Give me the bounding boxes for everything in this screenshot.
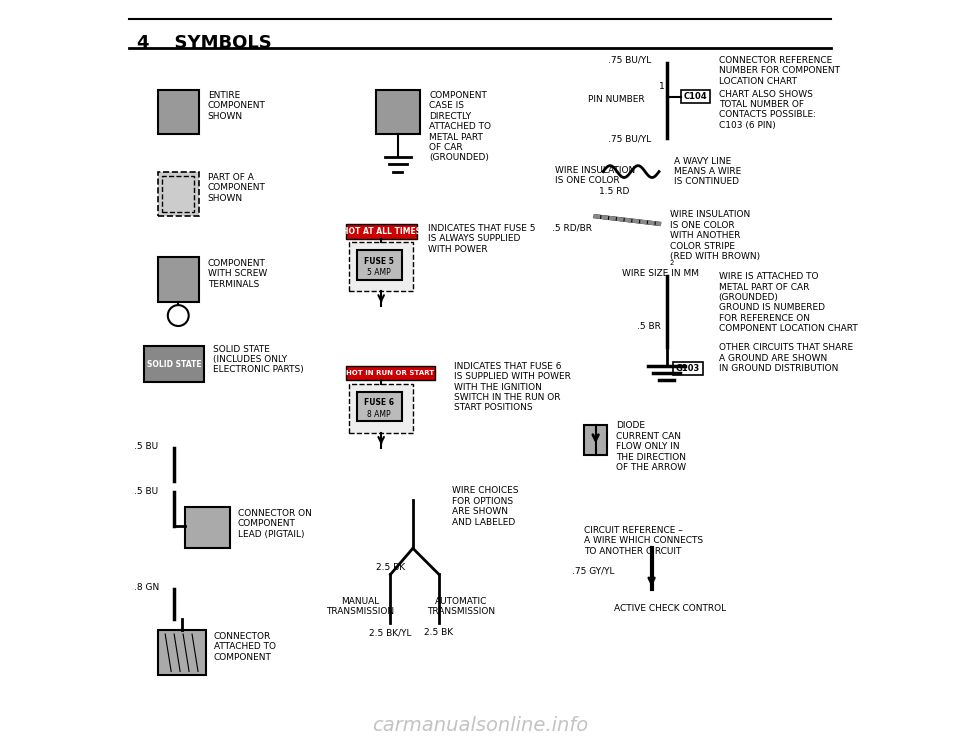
Text: MANUAL
TRANSMISSION: MANUAL TRANSMISSION <box>326 597 395 616</box>
Bar <box>157 257 199 302</box>
Text: A WAVY LINE
MEANS A WIRE
IS CONTINUED: A WAVY LINE MEANS A WIRE IS CONTINUED <box>674 157 741 186</box>
Text: PART OF A
COMPONENT
SHOWN: PART OF A COMPONENT SHOWN <box>207 173 266 203</box>
Text: carmanualsonline.info: carmanualsonline.info <box>372 715 588 735</box>
Bar <box>585 425 607 455</box>
Bar <box>185 507 230 548</box>
Text: 1: 1 <box>660 82 665 91</box>
Text: 8 AMP: 8 AMP <box>368 410 391 419</box>
Bar <box>357 250 401 280</box>
Text: ENTIRE
COMPONENT
SHOWN: ENTIRE COMPONENT SHOWN <box>207 91 266 121</box>
Bar <box>375 90 420 134</box>
Text: C104: C104 <box>684 92 708 101</box>
Text: WIRE INSULATION
IS ONE COLOR
WITH ANOTHER
COLOR STRIPE
(RED WITH BROWN): WIRE INSULATION IS ONE COLOR WITH ANOTHE… <box>670 210 760 261</box>
Text: 4    SYMBOLS: 4 SYMBOLS <box>137 34 272 51</box>
Bar <box>162 176 194 212</box>
Text: COMPONENT
CASE IS
DIRECTLY
ATTACHED TO
METAL PART
OF CAR
(GROUNDED): COMPONENT CASE IS DIRECTLY ATTACHED TO M… <box>429 91 492 163</box>
Text: 2.5 BK: 2.5 BK <box>376 563 405 572</box>
Text: 1.5 RD: 1.5 RD <box>599 186 630 195</box>
Text: FUSE 5: FUSE 5 <box>365 257 395 266</box>
Text: .75 BU/YL: .75 BU/YL <box>608 56 651 65</box>
Text: HOT IN RUN OR START: HOT IN RUN OR START <box>347 370 435 376</box>
Text: .5 BU: .5 BU <box>133 442 158 451</box>
Text: ACTIVE CHECK CONTROL: ACTIVE CHECK CONTROL <box>614 604 727 613</box>
Bar <box>682 90 709 103</box>
Text: SOLID STATE: SOLID STATE <box>147 360 202 369</box>
Text: CONNECTOR REFERENCE
NUMBER FOR COMPONENT
LOCATION CHART: CONNECTOR REFERENCE NUMBER FOR COMPONENT… <box>719 56 840 86</box>
Text: WIRE INSULATION
IS ONE COLOR: WIRE INSULATION IS ONE COLOR <box>555 166 635 185</box>
Text: .75 GY/YL: .75 GY/YL <box>572 567 614 576</box>
Bar <box>349 242 413 291</box>
Bar <box>673 362 703 375</box>
Bar <box>144 346 204 382</box>
Bar <box>157 90 199 134</box>
Text: CIRCUIT REFERENCE –
A WIRE WHICH CONNECTS
TO ANOTHER CIRCUIT: CIRCUIT REFERENCE – A WIRE WHICH CONNECT… <box>585 526 704 556</box>
Text: FUSE 6: FUSE 6 <box>364 398 395 407</box>
Bar <box>349 384 413 433</box>
Text: CONNECTOR ON
COMPONENT
LEAD (PIGTAIL): CONNECTOR ON COMPONENT LEAD (PIGTAIL) <box>237 509 311 539</box>
Text: HOT AT ALL TIMES: HOT AT ALL TIMES <box>342 227 420 236</box>
Bar <box>346 366 435 380</box>
Text: 2: 2 <box>669 260 674 266</box>
Bar <box>157 172 199 216</box>
Text: CONNECTOR
ATTACHED TO
COMPONENT: CONNECTOR ATTACHED TO COMPONENT <box>214 632 276 662</box>
Text: SOLID STATE
(INCLUDES ONLY
ELECTRONIC PARTS): SOLID STATE (INCLUDES ONLY ELECTRONIC PA… <box>213 345 303 374</box>
Text: COMPONENT
WITH SCREW
TERMINALS: COMPONENT WITH SCREW TERMINALS <box>207 259 267 289</box>
Text: .5 BR: .5 BR <box>636 322 660 331</box>
Text: PIN NUMBER: PIN NUMBER <box>588 95 645 104</box>
Text: AUTOMATIC
TRANSMISSION: AUTOMATIC TRANSMISSION <box>427 597 495 616</box>
Text: .5 BU: .5 BU <box>133 487 158 496</box>
Text: 2.5 BK/YL: 2.5 BK/YL <box>370 628 412 637</box>
Text: CHART ALSO SHOWS
TOTAL NUMBER OF
CONTACTS POSSIBLE:
C103 (6 PIN): CHART ALSO SHOWS TOTAL NUMBER OF CONTACT… <box>719 90 816 130</box>
Text: 5 AMP: 5 AMP <box>368 268 391 277</box>
Bar <box>157 630 206 675</box>
Text: WIRE CHOICES
FOR OPTIONS
ARE SHOWN
AND LABELED: WIRE CHOICES FOR OPTIONS ARE SHOWN AND L… <box>451 486 518 527</box>
Text: 2.5 BK: 2.5 BK <box>424 628 453 637</box>
Text: DIODE
CURRENT CAN
FLOW ONLY IN
THE DIRECTION
OF THE ARROW: DIODE CURRENT CAN FLOW ONLY IN THE DIREC… <box>615 421 685 472</box>
Text: .8 GN: .8 GN <box>133 583 159 592</box>
Text: INDICATES THAT FUSE 6
IS SUPPLIED WITH POWER
WITH THE IGNITION
SWITCH IN THE RUN: INDICATES THAT FUSE 6 IS SUPPLIED WITH P… <box>454 362 571 413</box>
Text: G103: G103 <box>676 364 700 373</box>
Text: WIRE IS ATTACHED TO
METAL PART OF CAR
(GROUNDED)
GROUND IS NUMBERED
FOR REFERENC: WIRE IS ATTACHED TO METAL PART OF CAR (G… <box>719 272 857 333</box>
Text: INDICATES THAT FUSE 5
IS ALWAYS SUPPLIED
WITH POWER: INDICATES THAT FUSE 5 IS ALWAYS SUPPLIED… <box>428 224 536 254</box>
Bar <box>357 392 401 421</box>
Text: OTHER CIRCUITS THAT SHARE
A GROUND ARE SHOWN
IN GROUND DISTRIBUTION: OTHER CIRCUITS THAT SHARE A GROUND ARE S… <box>719 343 852 373</box>
Text: .75 BU/YL: .75 BU/YL <box>608 134 651 143</box>
Text: WIRE SIZE IN MM: WIRE SIZE IN MM <box>622 269 699 278</box>
Text: .5 RD/BR: .5 RD/BR <box>552 224 592 233</box>
Bar <box>346 224 417 239</box>
